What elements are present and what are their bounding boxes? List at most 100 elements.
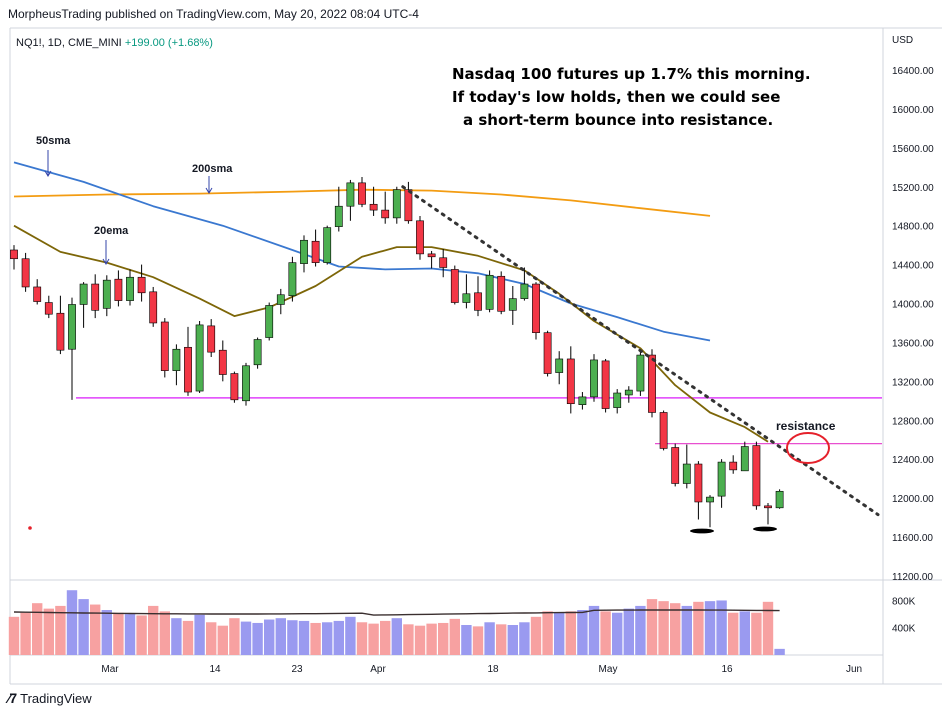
sma200-label-arrowhead xyxy=(205,187,213,194)
volume-bar xyxy=(716,600,727,655)
candle xyxy=(416,215,424,260)
ema20-label-arrowhead xyxy=(102,258,110,265)
candle-body xyxy=(149,291,158,324)
candle xyxy=(566,346,575,414)
candle xyxy=(624,386,633,403)
candle xyxy=(532,282,540,340)
volume-bar xyxy=(55,605,66,655)
volume-bar xyxy=(43,608,54,655)
volume-bar xyxy=(287,620,298,655)
candle-body xyxy=(624,389,633,396)
volume-bar xyxy=(762,601,774,655)
resistance-circle xyxy=(786,432,830,464)
volume-bar xyxy=(345,616,356,655)
y-tick-label: 16000.00 xyxy=(892,105,934,116)
volume-bar xyxy=(426,623,437,655)
candle-body xyxy=(543,332,552,374)
x-tick-label: Mar xyxy=(101,664,119,675)
volume-bar xyxy=(182,620,194,655)
volume-bar xyxy=(751,612,762,655)
symbol-label: NQ1!, 1D, CME_MINI xyxy=(16,37,122,49)
volume-bar xyxy=(159,611,170,655)
ema20-line xyxy=(13,224,769,443)
y-tick-label: 13600.00 xyxy=(892,338,934,349)
candle xyxy=(172,344,181,386)
volume-bar xyxy=(136,615,147,655)
x-tick-label: May xyxy=(599,664,618,675)
candle xyxy=(126,269,134,306)
volume-bar xyxy=(461,625,472,655)
candle xyxy=(242,362,250,406)
candle xyxy=(392,186,401,224)
candle xyxy=(311,229,320,267)
candle xyxy=(764,502,772,525)
symbol-info: NQ1!, 1D, CME_MINI +199.00 (+1.68%) xyxy=(16,37,213,49)
volume-bar xyxy=(8,616,20,655)
volume-bar xyxy=(577,610,588,655)
downtrend-line xyxy=(401,185,880,517)
candle xyxy=(346,179,355,221)
volume-bar xyxy=(484,622,495,655)
candle xyxy=(752,441,761,510)
candle-body xyxy=(450,269,459,303)
candle xyxy=(21,252,30,292)
candle-body xyxy=(323,227,332,263)
candle xyxy=(543,330,552,377)
volume-bar xyxy=(612,612,623,655)
candle xyxy=(381,191,390,224)
candle-body xyxy=(566,358,575,405)
candle-body xyxy=(392,189,401,219)
commentary-line-2: If today's low holds, then we could see xyxy=(452,88,780,106)
candle-body xyxy=(311,240,320,263)
candle xyxy=(729,455,738,474)
candle xyxy=(462,274,471,309)
candle xyxy=(114,270,123,307)
candle xyxy=(149,286,158,327)
candle xyxy=(555,351,564,385)
candle-body xyxy=(706,496,714,503)
y-tick-label: 11200.00 xyxy=(892,572,933,583)
volume-bar xyxy=(519,622,530,655)
volume-bar xyxy=(124,614,136,655)
candle xyxy=(68,297,76,400)
candle-body xyxy=(253,339,262,366)
candle-body xyxy=(218,349,227,375)
volume-bar xyxy=(496,624,507,655)
volume-bar xyxy=(194,614,205,655)
volume-bar xyxy=(646,599,658,655)
tradingview-brand[interactable]: ⁄7 TradingView xyxy=(8,690,92,706)
volume-bar xyxy=(739,611,750,655)
candle-body xyxy=(497,275,506,312)
volume-bar xyxy=(78,599,89,655)
price-change: +199.00 (+1.68%) xyxy=(124,37,213,49)
candle xyxy=(369,186,378,216)
candle xyxy=(288,256,297,302)
candle-body xyxy=(520,283,529,299)
candle xyxy=(358,177,366,208)
x-tick-label: Apr xyxy=(370,664,386,675)
candle xyxy=(230,371,239,403)
x-tick-label: 23 xyxy=(291,664,303,675)
y-tick-label: 11600.00 xyxy=(892,533,933,544)
candle xyxy=(613,389,622,414)
volume-bar xyxy=(507,625,518,655)
candle-body xyxy=(68,304,76,350)
candle-body xyxy=(195,324,204,392)
candle xyxy=(265,302,274,341)
volume-bar xyxy=(310,622,321,655)
candle-body xyxy=(613,392,622,408)
candle xyxy=(659,410,668,451)
x-tick-label: Jun xyxy=(846,664,862,675)
candle xyxy=(694,461,703,520)
candle xyxy=(706,495,714,528)
candle xyxy=(79,282,88,328)
volume-bar xyxy=(472,626,484,655)
candle xyxy=(276,288,285,315)
candle-body xyxy=(358,182,366,205)
volume-bar xyxy=(391,618,402,655)
candle-body xyxy=(729,461,738,471)
candle-body xyxy=(242,365,250,402)
candle-body xyxy=(33,286,42,302)
candle-body xyxy=(578,396,587,405)
